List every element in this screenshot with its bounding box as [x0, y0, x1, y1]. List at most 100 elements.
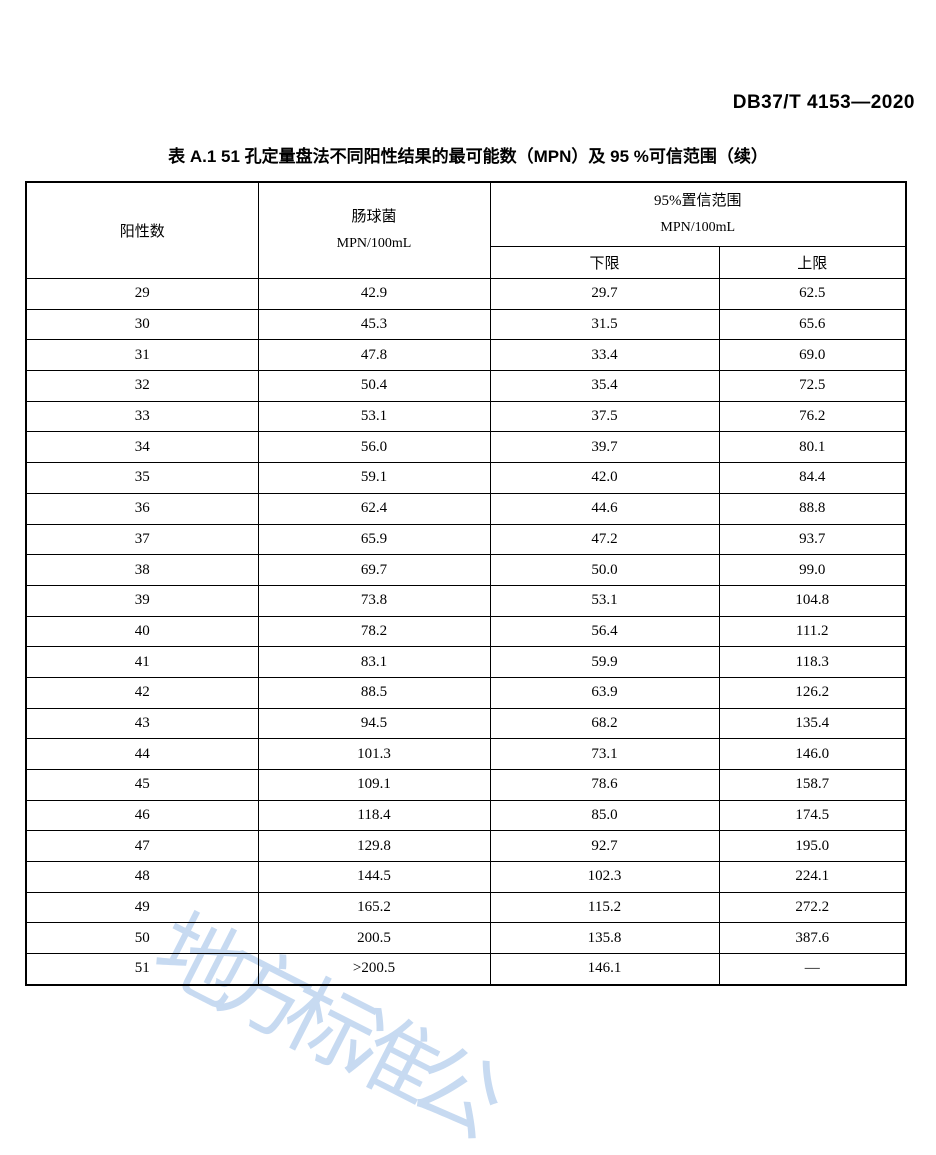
cell-lower-limit: 42.0 [489, 462, 720, 494]
cell-positive-count: 48 [25, 861, 259, 893]
cell-positive-count: 38 [25, 554, 259, 586]
cell-lower-limit: 44.6 [489, 492, 720, 525]
cell-mpn: 47.8 [257, 339, 491, 372]
cell-mpn: 165.2 [257, 891, 491, 924]
cell-upper-limit: 65.6 [718, 308, 907, 341]
cell-upper-limit: 72.5 [718, 370, 907, 402]
header-enterococcus: 肠球菌 MPN/100mL [257, 181, 491, 279]
cell-lower-limit: 146.1 [489, 953, 720, 986]
table-row: 50 200.5 135.8 387.6 [25, 922, 907, 955]
cell-upper-limit: 99.0 [718, 554, 907, 586]
table-row: 43 94.5 68.2 135.4 [25, 707, 907, 740]
header-upper-limit: 上限 [718, 245, 907, 280]
table-row: 49 165.2 115.2 272.2 [25, 891, 907, 924]
table-row: 37 65.9 47.2 93.7 [25, 523, 907, 556]
cell-mpn: 59.1 [257, 462, 491, 494]
cell-upper-limit: 158.7 [718, 769, 907, 801]
cell-mpn: 45.3 [257, 308, 491, 341]
cell-upper-limit: 80.1 [718, 431, 907, 464]
cell-positive-count: 33 [25, 400, 259, 433]
header-confidence-group: 95%置信范围 MPN/100mL [489, 181, 907, 247]
cell-positive-count: 43 [25, 707, 259, 740]
cell-mpn: 78.2 [257, 615, 491, 648]
table-row: 41 83.1 59.9 118.3 [25, 646, 907, 678]
cell-lower-limit: 53.1 [489, 584, 720, 617]
cell-mpn: 62.4 [257, 492, 491, 525]
table-row: 38 69.7 50.0 99.0 [25, 554, 907, 586]
cell-mpn: 109.1 [257, 769, 491, 801]
cell-upper-limit: 93.7 [718, 523, 907, 556]
cell-lower-limit: 135.8 [489, 922, 720, 955]
cell-positive-count: 47 [25, 830, 259, 863]
header-confidence-unit: MPN/100mL [660, 220, 736, 236]
table-row: 42 88.5 63.9 126.2 [25, 676, 907, 709]
cell-lower-limit: 85.0 [489, 799, 720, 832]
cell-positive-count: 41 [25, 646, 259, 678]
header-upper-limit-label: 上限 [797, 255, 828, 272]
cell-mpn: 83.1 [257, 646, 491, 678]
cell-positive-count: 39 [25, 584, 259, 617]
cell-lower-limit: 68.2 [489, 707, 720, 740]
table-row: 51 >200.5 146.1— [25, 953, 907, 986]
cell-upper-limit: 387.6 [718, 922, 907, 955]
table-row: 36 62.4 44.6 88.8 [25, 492, 907, 525]
header-lower-limit-label: 下限 [589, 255, 620, 272]
cell-mpn: 56.0 [257, 431, 491, 464]
header-positive-count: 阳性数 [25, 181, 259, 279]
cell-positive-count: 30 [25, 308, 259, 341]
cell-positive-count: 34 [25, 431, 259, 464]
cell-lower-limit: 59.9 [489, 646, 720, 678]
cell-lower-limit: 115.2 [489, 891, 720, 924]
cell-upper-limit: 69.0 [718, 339, 907, 372]
cell-upper-limit: 195.0 [718, 830, 907, 863]
cell-mpn: 73.8 [257, 584, 491, 617]
cell-upper-limit: 224.1 [718, 861, 907, 893]
cell-mpn: 53.1 [257, 400, 491, 433]
cell-mpn: 65.9 [257, 523, 491, 556]
header-positive-count-label: 阳性数 [119, 224, 165, 240]
cell-lower-limit: 50.0 [489, 554, 720, 586]
cell-positive-count: 36 [25, 492, 259, 525]
cell-upper-limit: 146.0 [718, 738, 907, 770]
cell-positive-count: 40 [25, 615, 259, 648]
cell-mpn: 129.8 [257, 830, 491, 863]
cell-lower-limit: 102.3 [489, 861, 720, 893]
document-number: DB37/T 4153—2020 [732, 92, 915, 113]
table-row: 48 144.5 102.3 224.1 [25, 861, 907, 893]
cell-positive-count: 37 [25, 523, 259, 556]
cell-lower-limit: 92.7 [489, 830, 720, 863]
table-row: 40 78.2 56.4 111.2 [25, 615, 907, 648]
table-row: 33 53.1 37.5 76.2 [25, 400, 907, 433]
cell-lower-limit: 33.4 [489, 339, 720, 372]
cell-mpn: 42.9 [257, 278, 491, 310]
cell-positive-count: 51 [25, 953, 259, 986]
cell-lower-limit: 63.9 [489, 676, 720, 709]
table-row: 30 45.3 31.5 65.6 [25, 308, 907, 341]
cell-mpn: 200.5 [257, 922, 491, 955]
cell-lower-limit: 73.1 [489, 738, 720, 770]
cell-upper-limit: 84.4 [718, 462, 907, 494]
table-row: 34 56.0 39.7 80.1 [25, 431, 907, 464]
cell-lower-limit: 37.5 [489, 400, 720, 433]
cell-upper-limit: 126.2 [718, 676, 907, 709]
cell-mpn: 144.5 [257, 861, 491, 893]
cell-positive-count: 45 [25, 769, 259, 801]
cell-upper-limit: 88.8 [718, 492, 907, 525]
header-confidence-label: 95%置信范围 [654, 192, 742, 209]
table-row: 47 129.8 92.7 195.0 [25, 830, 907, 863]
cell-mpn: 88.5 [257, 676, 491, 709]
cell-lower-limit: 39.7 [489, 431, 720, 464]
cell-mpn: 69.7 [257, 554, 491, 586]
cell-lower-limit: 78.6 [489, 769, 720, 801]
cell-upper-limit: 272.2 [718, 891, 907, 924]
cell-positive-count: 29 [25, 278, 259, 310]
cell-positive-count: 46 [25, 799, 259, 832]
cell-positive-count: 35 [25, 462, 259, 494]
cell-upper-limit: 76.2 [718, 400, 907, 433]
table-header: 阳性数 肠球菌 MPN/100mL 95%置信范围 MPN/100mL 下限 上… [25, 181, 907, 280]
cell-mpn: 50.4 [257, 370, 491, 402]
cell-lower-limit: 29.7 [489, 278, 720, 310]
table-row: 31 47.8 33.4 69.0 [25, 339, 907, 372]
cell-mpn: >200.5 [257, 953, 491, 986]
table-row: 44 101.3 73.1 146.0 [25, 738, 907, 770]
